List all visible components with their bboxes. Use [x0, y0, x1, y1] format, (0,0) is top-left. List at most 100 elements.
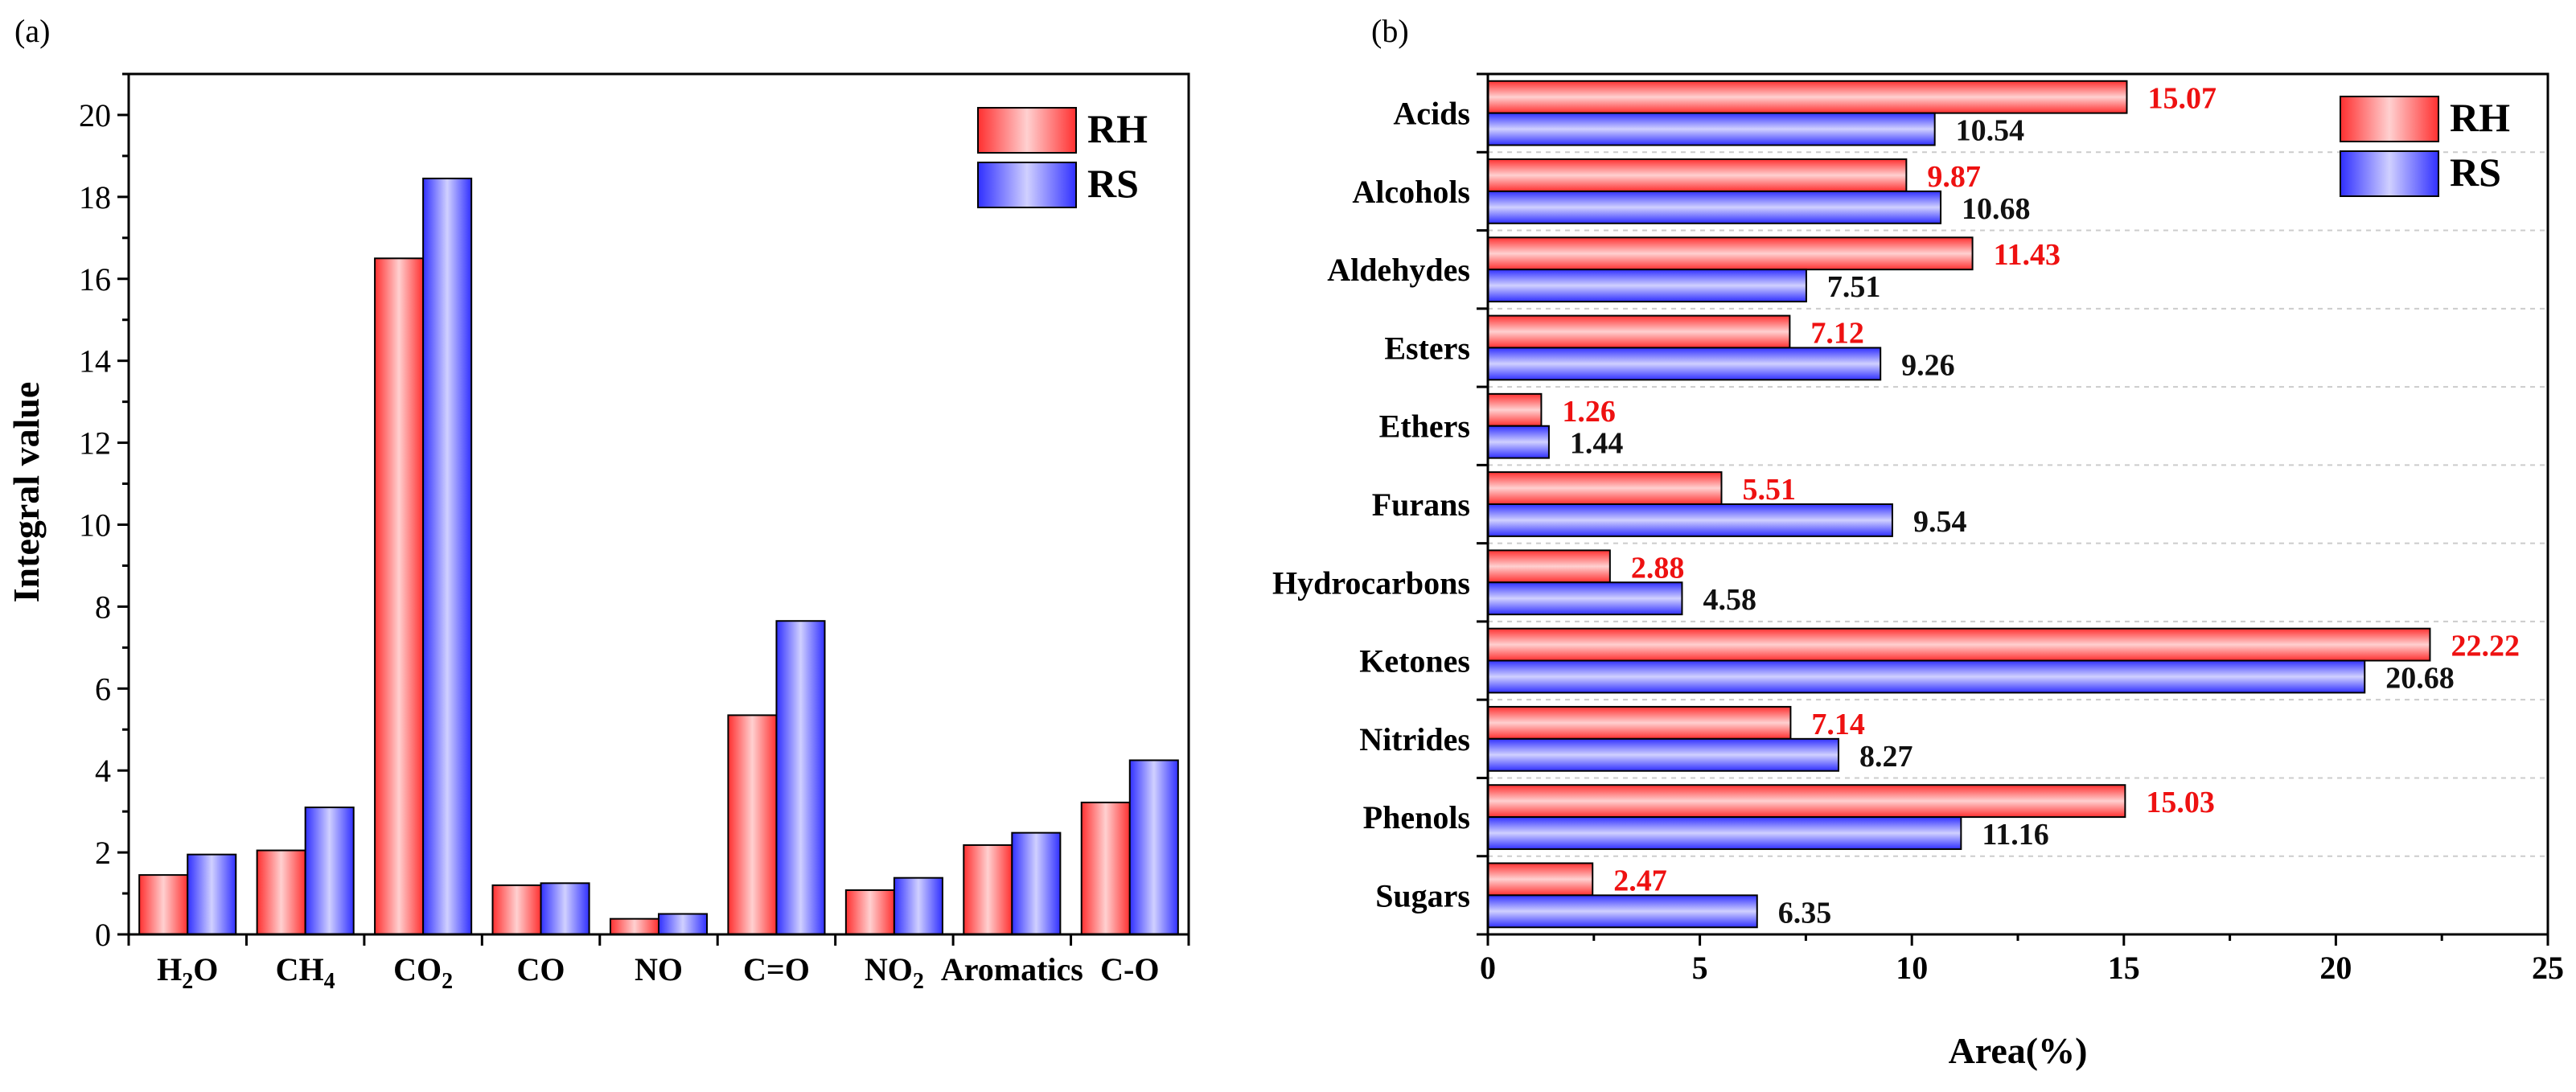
- data-label-rs-esters: 9.26: [1901, 348, 1955, 382]
- bar-rs-c-o: [775, 620, 826, 935]
- bar-rh-hydrocarbons: [1487, 549, 1611, 584]
- x-tick-label: 5: [1692, 950, 1708, 986]
- bar-rh-furans: [1487, 471, 1723, 505]
- bar-rh-aromatics: [963, 844, 1013, 936]
- data-label-rh-alcohols: 9.87: [1927, 160, 1981, 194]
- y-tick-label: 16: [79, 261, 111, 298]
- legend-swatch-rs: [977, 162, 1077, 208]
- bar-rh-nitrides: [1487, 705, 1792, 740]
- x-tick-label-c-o: C-O: [1100, 951, 1159, 987]
- bar-rh-aldehydes: [1487, 236, 1974, 271]
- y-tick-label: 6: [95, 671, 111, 707]
- data-label-rs-phenols: 11.16: [1982, 818, 2048, 852]
- panel-a-axes-frame: [127, 72, 1190, 936]
- data-label-rs-hydrocarbons: 4.58: [1703, 583, 1756, 617]
- panel-a-label: (a): [14, 13, 50, 49]
- panel-b-label: (b): [1371, 13, 1409, 49]
- panel-b-x-axis-label: Area(%): [1949, 1030, 2088, 1071]
- data-label-rh-furans: 5.51: [1742, 473, 1796, 507]
- bar-rs-no: [658, 913, 709, 935]
- data-label-rs-nitrides: 8.27: [1859, 740, 1913, 774]
- data-label-rs-furans: 9.54: [1913, 505, 1967, 539]
- y-tick-label-furans: Furans: [1372, 486, 1470, 523]
- y-tick-label-aldehydes: Aldehydes: [1327, 252, 1470, 288]
- panel-a: (a) 0 2 4 6 8 10 12 14 16 18 20 H2O CH4 CO2 CO NO C=O NO…: [6, 13, 1190, 994]
- y-tick-label: 14: [79, 343, 111, 380]
- bar-rs-ketones: [1487, 659, 2366, 694]
- bar-rh-phenols: [1487, 784, 2126, 819]
- bar-rs-no2: [893, 876, 943, 935]
- legend-label-rs: RS: [1087, 161, 1139, 206]
- bar-rs-nitrides: [1487, 737, 1839, 772]
- bar-rs-c-o: [1128, 759, 1179, 936]
- y-tick-label-phenols: Phenols: [1363, 799, 1470, 835]
- data-label-rs-alcohols: 10.68: [1962, 192, 2031, 226]
- bar-rh-acids: [1487, 80, 2128, 114]
- bar-rs-ethers: [1487, 425, 1550, 459]
- bar-rh-no2: [844, 889, 895, 936]
- data-label-rh-phenols: 15.03: [2146, 786, 2215, 819]
- legend-label-rs: RS: [2450, 150, 2501, 195]
- bar-rs-sugars: [1487, 894, 1758, 929]
- bar-rh-ethers: [1487, 392, 1543, 427]
- x-tick-label-no: NO: [635, 951, 683, 987]
- y-tick-label-ethers: Ethers: [1379, 408, 1470, 445]
- y-tick-label-esters: Esters: [1384, 330, 1470, 366]
- x-tick-label-co: CO: [517, 951, 565, 987]
- x-tick-label-h2o: H2O: [157, 951, 218, 994]
- x-tick-label-c-o: C=O: [743, 951, 810, 987]
- bar-rh-h2o: [138, 874, 189, 935]
- bar-rs-acids: [1487, 112, 1936, 146]
- bar-rh-c-o: [727, 714, 778, 936]
- data-label-rh-ethers: 1.26: [1562, 395, 1616, 429]
- bar-rs-co: [540, 882, 590, 936]
- y-tick-label: 0: [95, 917, 111, 953]
- bar-rs-esters: [1487, 347, 1882, 381]
- x-tick-label: 20: [2319, 950, 2352, 986]
- bar-rh-no: [609, 918, 659, 935]
- y-tick-label: 18: [79, 179, 111, 216]
- data-label-rh-ketones: 22.22: [2451, 630, 2520, 663]
- bar-rh-sugars: [1487, 862, 1594, 897]
- x-tick-label-ch4: CH4: [276, 951, 335, 994]
- x-tick-label-aromatics: Aromatics: [941, 951, 1083, 987]
- data-label-rh-aldehydes: 11.43: [1994, 238, 2060, 272]
- data-label-rh-acids: 15.07: [2147, 82, 2217, 116]
- x-tick-label-co2: CO2: [393, 951, 453, 994]
- y-tick-label: 8: [95, 589, 111, 625]
- bar-rh-alcohols: [1487, 158, 1908, 192]
- bar-rs-ch4: [304, 807, 355, 935]
- y-tick-label-alcohols: Alcohols: [1352, 174, 1470, 210]
- data-label-rh-hydrocarbons: 2.88: [1631, 551, 1684, 585]
- bar-rh-co: [491, 884, 542, 936]
- bar-rh-ch4: [256, 849, 306, 935]
- x-tick-label: 25: [2532, 950, 2564, 986]
- panel-a-y-axis-label: Integral value: [6, 382, 47, 603]
- y-tick-label-acids: Acids: [1393, 96, 1470, 132]
- x-tick-label-no2: NO2: [865, 951, 924, 994]
- y-tick-label: 20: [79, 97, 111, 133]
- legend-label-rh: RH: [1087, 106, 1148, 151]
- data-label-rh-sugars: 2.47: [1613, 864, 1666, 897]
- y-tick-label-sugars: Sugars: [1375, 877, 1470, 913]
- y-tick-label-hydrocarbons: Hydrocarbons: [1272, 564, 1470, 601]
- bar-rs-aromatics: [1011, 831, 1062, 935]
- x-tick-label: 10: [1896, 950, 1928, 986]
- data-label-rs-acids: 10.54: [1956, 114, 2025, 148]
- y-tick-label-ketones: Ketones: [1359, 643, 1470, 679]
- bar-rh-c-o: [1080, 801, 1131, 936]
- data-label-rs-ethers: 1.44: [1570, 427, 1624, 461]
- legend-label-rh: RH: [2450, 95, 2510, 140]
- bar-rh-co2: [374, 257, 425, 935]
- y-tick-label: 10: [79, 507, 111, 543]
- y-tick-label: 2: [95, 835, 111, 871]
- bar-rs-alcohols: [1487, 190, 1942, 224]
- bar-rs-h2o: [187, 853, 237, 935]
- bar-rh-esters: [1487, 314, 1791, 349]
- bar-rh-ketones: [1487, 627, 2431, 662]
- data-label-rs-sugars: 6.35: [1778, 896, 1832, 930]
- bar-rs-co2: [422, 177, 473, 935]
- legend-swatch-rh: [2340, 96, 2439, 142]
- y-tick-label-nitrides: Nitrides: [1359, 721, 1470, 757]
